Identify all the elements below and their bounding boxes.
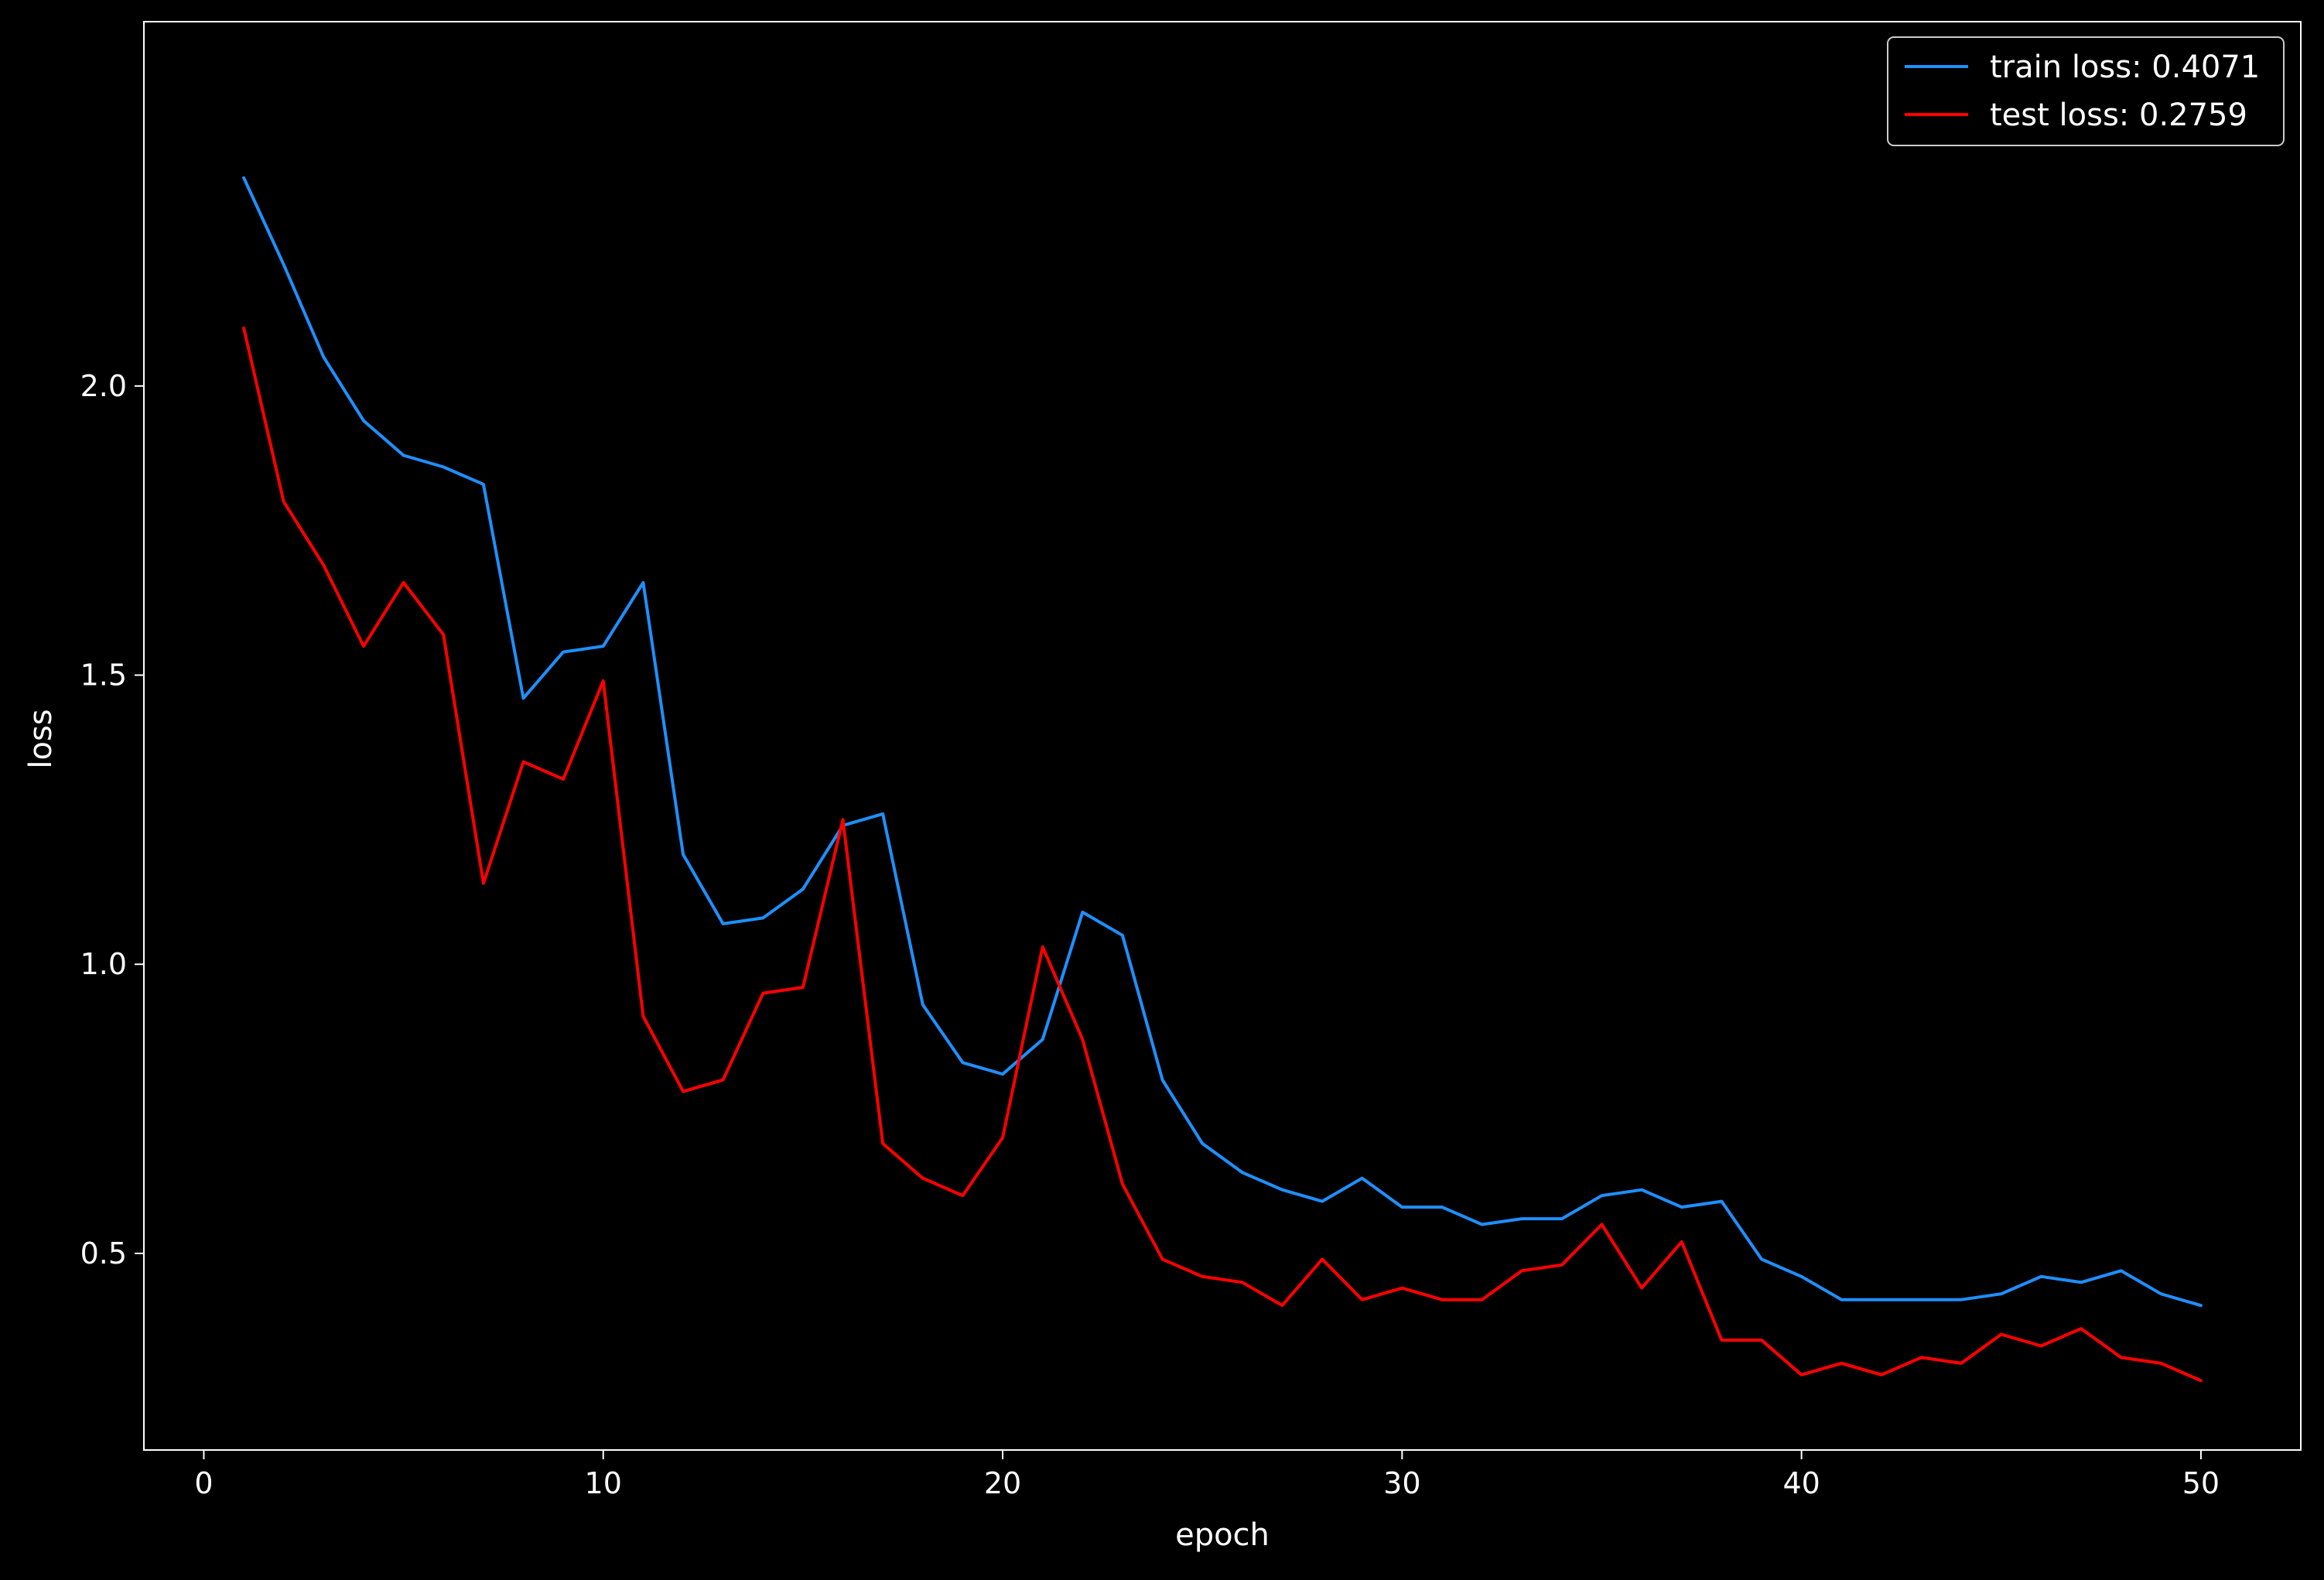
y-tick-label: 1.5 [80, 658, 127, 693]
y-tick-label: 2.0 [80, 369, 127, 403]
x-tick-label: 10 [585, 1466, 622, 1500]
legend-box [1887, 36, 2285, 146]
x-tick-label: 20 [984, 1466, 1021, 1500]
x-tick-label: 30 [1383, 1466, 1420, 1500]
x-tick-label: 40 [1782, 1466, 1820, 1500]
series-layer [242, 176, 2203, 1383]
y-tick-label: 1.0 [80, 947, 127, 981]
test-loss-line [242, 327, 2203, 1383]
x-tick-label: 50 [2182, 1466, 2220, 1500]
x-axis: 0 10 20 30 40 50 [194, 1450, 2220, 1500]
legend-label-test: test loss: 0.2759 [1990, 97, 2247, 133]
train-loss-line [242, 176, 2203, 1308]
x-tick-label: 0 [194, 1466, 213, 1500]
plot-area-frame [143, 21, 2302, 1451]
x-axis-title: epoch [1175, 1517, 1270, 1553]
legend: train loss: 0.4071 test loss: 0.2759 [1887, 36, 2285, 146]
legend-label-train: train loss: 0.4071 [1990, 50, 2260, 85]
y-axis: 0.5 1.0 1.5 2.0 [80, 369, 144, 1270]
y-tick-label: 0.5 [80, 1236, 127, 1270]
y-axis-title: loss [23, 709, 59, 768]
